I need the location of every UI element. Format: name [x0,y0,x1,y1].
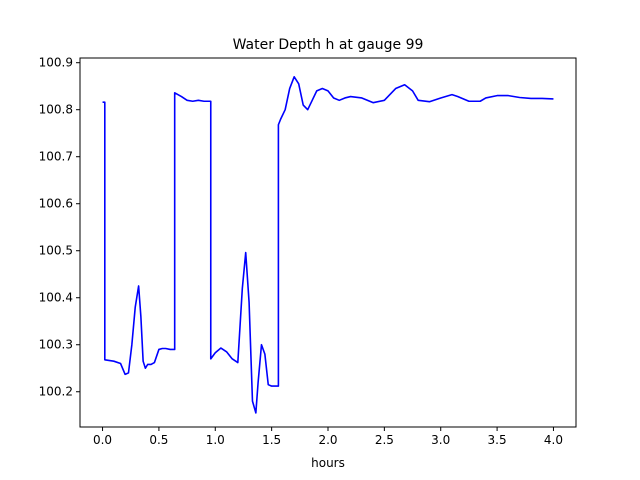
x-tick-label: 1.5 [262,433,281,447]
x-tick-label: 0.0 [93,433,112,447]
y-axis: 100.2 100.3 100.4 100.5 100.6 100.7 100.8 100.9 [39,56,80,399]
series-line-0 [102,76,554,414]
y-tick-label: 100.3 [39,338,73,352]
x-tick-label: 4.0 [544,433,563,447]
x-axis: 0.0 0.5 1.0 1.5 2.0 2.5 3.0 3.5 4.0 [93,427,563,447]
y-tick-label: 100.2 [39,385,73,399]
y-tick-label: 100.9 [39,56,73,70]
x-tick-label: 1.0 [206,433,225,447]
y-tick-label: 100.7 [39,150,73,164]
y-tick-label: 100.5 [39,244,73,258]
x-axis-label: hours [311,456,345,470]
x-tick-label: 2.5 [375,433,394,447]
x-tick-label: 3.5 [488,433,507,447]
y-tick-label: 100.4 [39,291,73,305]
y-tick-label: 100.6 [39,197,73,211]
x-tick-label: 3.0 [431,433,450,447]
x-tick-label: 0.5 [149,433,168,447]
plot-area [102,76,554,414]
chart-title: Water Depth h at gauge 99 [233,37,424,53]
x-tick-label: 2.0 [318,433,337,447]
y-tick-label: 100.8 [39,103,73,117]
